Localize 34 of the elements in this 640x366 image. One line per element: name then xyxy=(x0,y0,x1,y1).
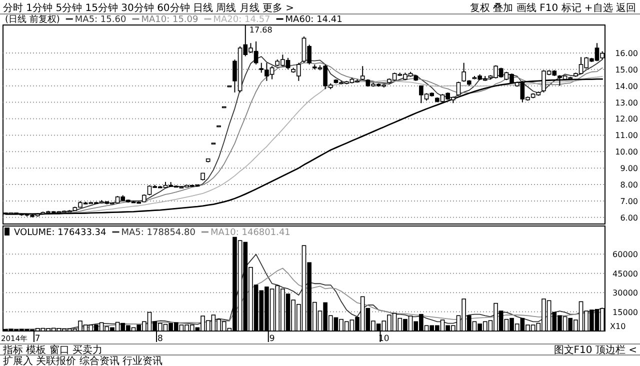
x-tick-label: 9 xyxy=(269,334,275,344)
y-tick-label: 10.00 xyxy=(615,148,638,157)
legend-label: MA10: 146801.41 xyxy=(210,228,290,238)
y-tick-label: 9.00 xyxy=(620,164,638,174)
y-tick-label: 60000 xyxy=(612,250,638,260)
y-tick-label: 13.00 xyxy=(615,98,638,108)
y-tick-label: 8.00 xyxy=(620,180,638,190)
legend-label: MA20: 14.57 xyxy=(213,15,270,25)
y-tick-label: 11.00 xyxy=(615,131,638,140)
legend-label: VOLUME: 176433.34 xyxy=(14,228,107,238)
chart-title: (日线 前复权) xyxy=(5,14,60,25)
text: 指标 模板 窗口 买卖力 xyxy=(2,344,103,356)
text: 图文F10 顶边栏 < xyxy=(554,344,637,356)
text: 扩展入 关联报价 综合资讯 行业资讯 xyxy=(3,355,163,366)
legend-label: MA10: 15.09 xyxy=(141,15,199,25)
y-tick-label: 12.00 xyxy=(615,114,638,124)
y-tick-label: 45000 xyxy=(612,269,638,278)
y-tick-label: 15.00 xyxy=(615,65,638,74)
text: 分时 1分钟 5分钟 15分钟 30分钟 60分钟 日线 周线 月线 更多 > xyxy=(3,2,294,14)
text: 复权 叠加 画线 F10 标记 +自选 返回 xyxy=(470,2,636,14)
y-tick-label: 30000 xyxy=(612,288,638,298)
y-tick-label: 15000 xyxy=(612,308,638,317)
annotation: 17.68 xyxy=(249,25,272,34)
legend-label: MA5: 178854.80 xyxy=(121,228,196,238)
line-series xyxy=(5,268,603,330)
text: X10 xyxy=(610,322,626,331)
legend-label: MA5: 15.60 xyxy=(74,15,126,25)
y-tick-label: 7.00 xyxy=(620,196,638,206)
y-tick-label: 14.00 xyxy=(615,82,638,91)
x-tick-label: 7 xyxy=(34,334,40,344)
legend-label: MA60: 14.41 xyxy=(285,15,342,25)
y-tick-label: 6.00 xyxy=(620,213,638,222)
y-tick-label: 16.00 xyxy=(615,48,638,58)
x-tick-label: 8 xyxy=(157,334,163,344)
